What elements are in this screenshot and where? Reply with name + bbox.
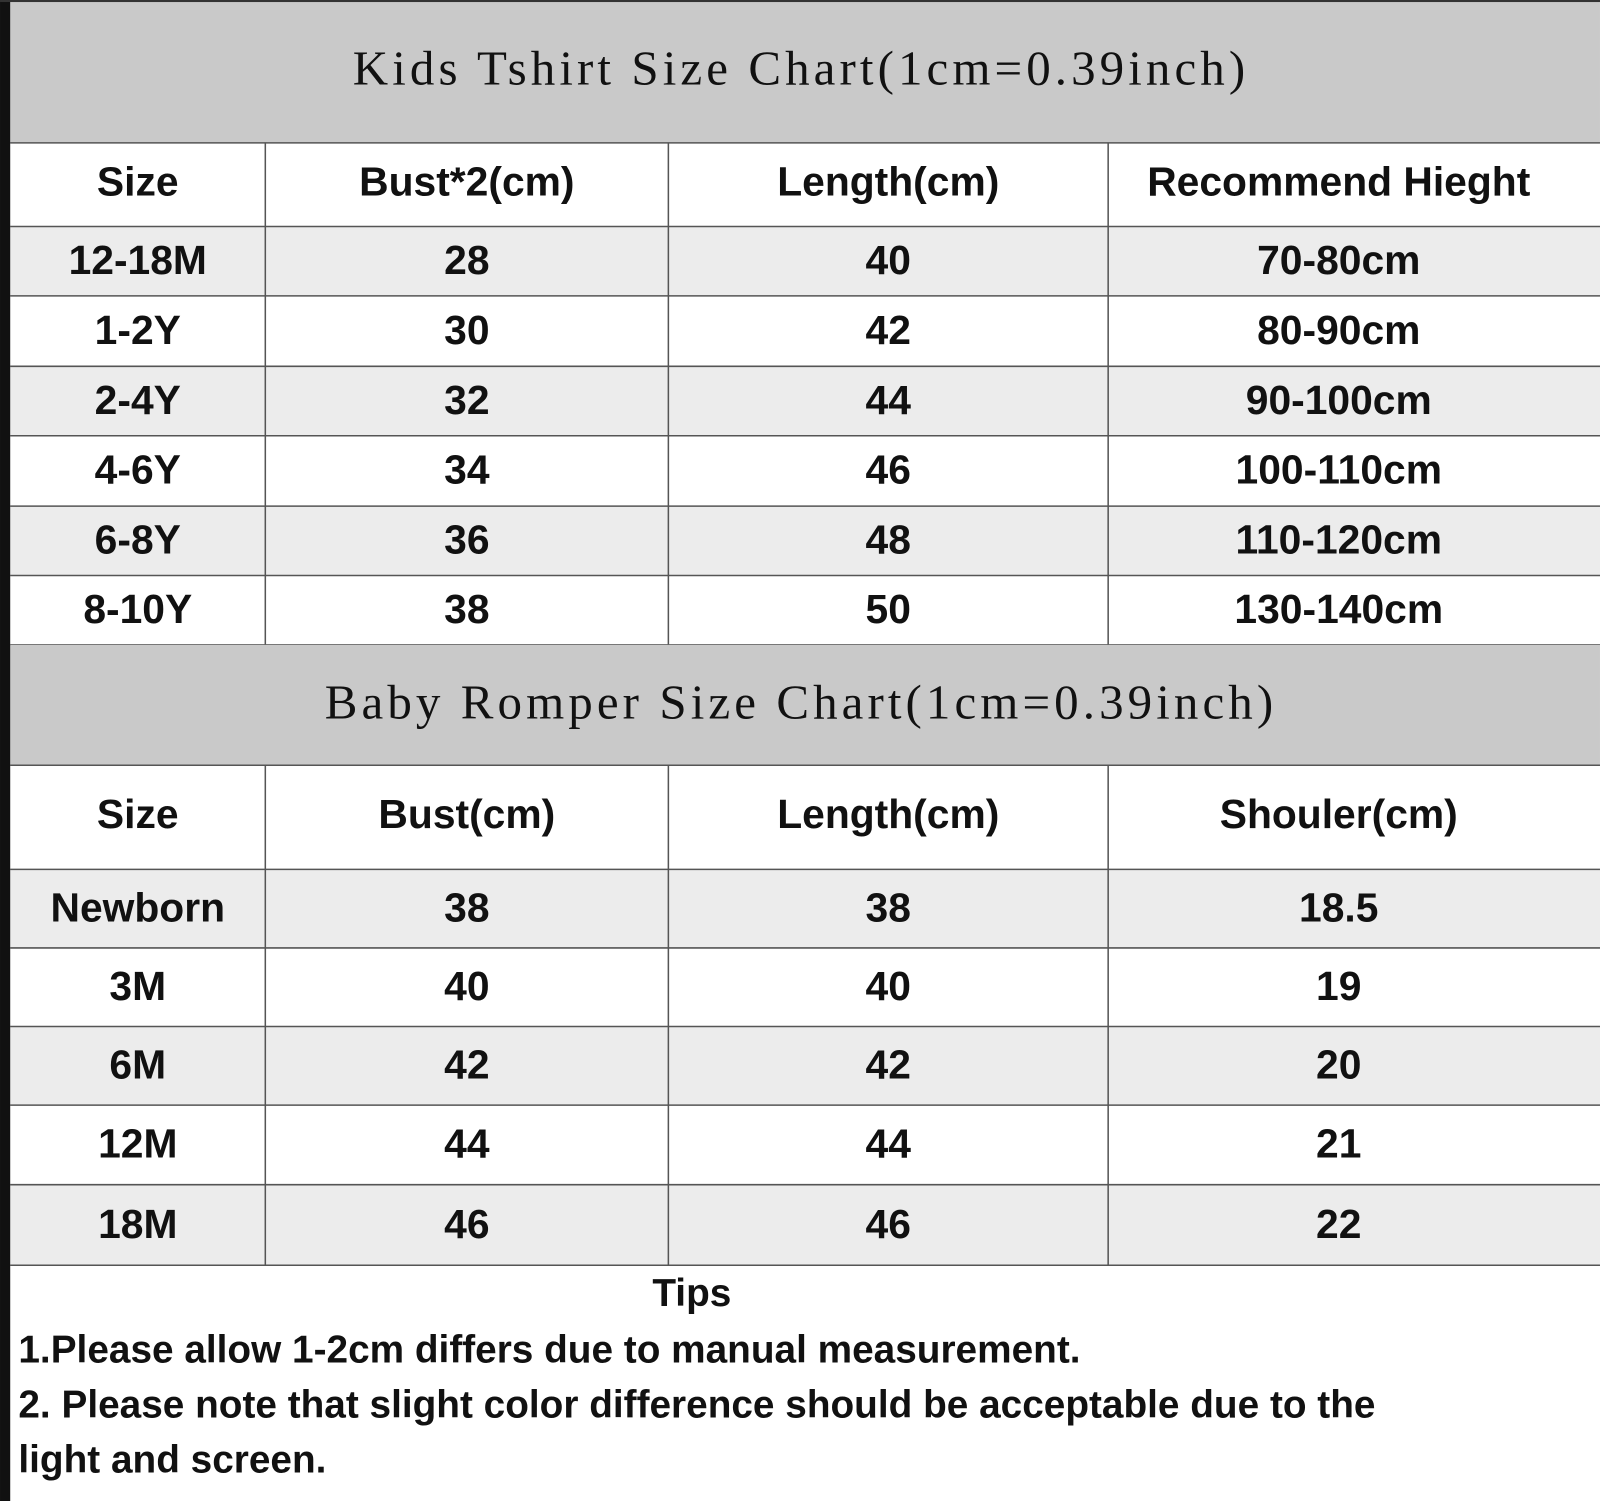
row-shade: [10, 1026, 1600, 1106]
title-bar: [10, 0, 1600, 143]
cell-text: 36: [444, 517, 489, 563]
cell-text: 80-90cm: [1257, 307, 1420, 353]
cell-text: 40: [444, 963, 489, 1009]
cell-text: 30: [444, 307, 489, 353]
column-header: Length(cm): [777, 158, 999, 204]
tip-line: light and screen.: [18, 1438, 326, 1481]
column-header: Bust*2(cm): [359, 158, 574, 204]
cell-text: 1-2Y: [95, 307, 181, 353]
cell-text: 34: [444, 447, 490, 493]
cell-text: 3M: [109, 963, 166, 1009]
row-shade: [10, 366, 1600, 436]
cell-text: 70-80cm: [1257, 237, 1420, 283]
cell-text: 50: [866, 586, 911, 632]
top-border: [0, 0, 1600, 3]
column-header: Size: [97, 158, 179, 204]
cell-text: 46: [444, 1201, 489, 1247]
cell-text: 22: [1316, 1201, 1361, 1247]
cell-text: 130-140cm: [1234, 586, 1443, 632]
cell-text: 38: [444, 586, 489, 632]
cell-text: 48: [866, 517, 911, 563]
column-header: Length(cm): [777, 791, 999, 837]
cell-text: 42: [444, 1042, 489, 1088]
left-border: [0, 0, 11, 1501]
cell-text: 42: [866, 1042, 911, 1088]
cell-text: Newborn: [50, 884, 225, 930]
tips-heading: Tips: [652, 1272, 731, 1315]
cell-text: 2-4Y: [95, 377, 181, 423]
cell-text: 32: [444, 377, 489, 423]
cell-text: 6-8Y: [95, 517, 181, 563]
column-header: Recommend Hieght: [1147, 158, 1531, 204]
cell-text: 40: [866, 237, 911, 283]
cell-text: 110-120cm: [1236, 517, 1442, 563]
cell-text: 4-6Y: [95, 447, 181, 493]
cell-text: 44: [444, 1121, 490, 1167]
cell-text: 38: [866, 884, 911, 930]
cell-text: 18.5: [1299, 884, 1378, 930]
column-header: Bust(cm): [378, 791, 555, 837]
cell-text: 21: [1316, 1121, 1361, 1167]
cell-text: 8-10Y: [83, 586, 192, 632]
table-title: Kids Tshirt Size Chart(1cm=0.39inch): [353, 41, 1249, 96]
cell-text: 40: [866, 963, 911, 1009]
column-header: Size: [97, 791, 179, 837]
row-shade: [10, 226, 1600, 296]
cell-text: 90-100cm: [1246, 377, 1432, 423]
cell-text: 46: [866, 447, 911, 493]
table-title: Baby Romper Size Chart(1cm=0.39inch): [325, 674, 1277, 729]
cell-text: 38: [444, 884, 489, 930]
cell-text: 18M: [98, 1201, 177, 1247]
row-shade: [10, 869, 1600, 948]
cell-text: 44: [866, 377, 912, 423]
cell-text: 42: [866, 307, 911, 353]
cell-text: 19: [1316, 963, 1361, 1009]
cell-text: 100-110cm: [1236, 447, 1442, 493]
row-shade: [10, 506, 1600, 576]
column-header: Shouler(cm): [1220, 791, 1458, 837]
cell-text: 12M: [98, 1121, 177, 1167]
cell-text: 20: [1316, 1042, 1361, 1088]
title-bar: [10, 644, 1600, 766]
cell-text: 46: [866, 1201, 911, 1247]
tip-line: 1.Please allow 1-2cm differs due to manu…: [18, 1328, 1080, 1371]
cell-text: 44: [866, 1121, 912, 1167]
row-shade: [10, 1184, 1600, 1266]
tip-line: 2. Please note that slight color differe…: [18, 1383, 1375, 1426]
cell-text: 12-18M: [69, 237, 207, 283]
cell-text: 28: [444, 237, 489, 283]
cell-text: 6M: [109, 1042, 166, 1088]
